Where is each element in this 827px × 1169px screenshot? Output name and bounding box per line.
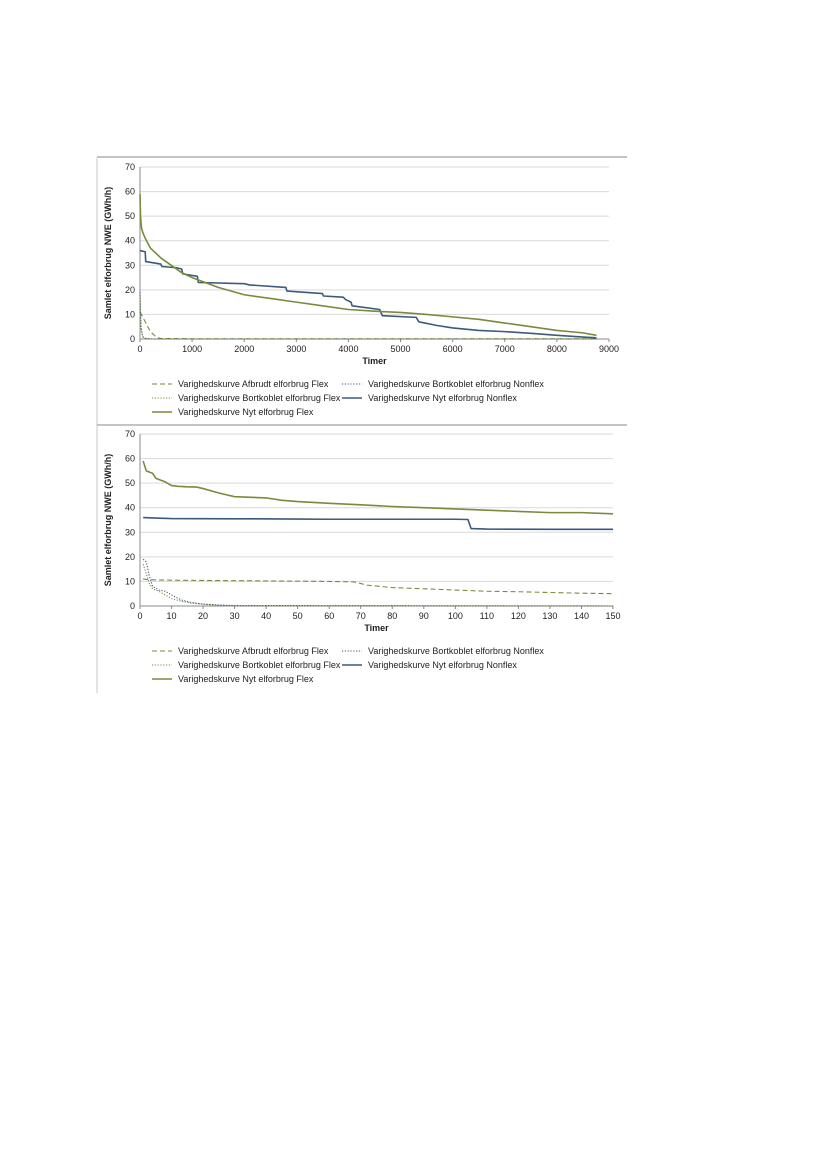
series-line <box>143 516 613 531</box>
x-tick-label: 40 <box>261 611 271 621</box>
y-tick-label: 30 <box>125 260 135 270</box>
series-line <box>139 194 597 337</box>
x-tick-label: 5000 <box>391 344 411 354</box>
duration-curve-chart-full-year: 0 10 20 30 40 50 60 70 0 1000 2000 3000 4000 5000 6000… <box>96 156 627 425</box>
legend-label: Varighedskurve Nyt elforbrug Nonflex <box>368 393 517 403</box>
y-tick-label: 50 <box>125 211 135 221</box>
y-tick-label: 70 <box>125 162 135 172</box>
legend-label: Varighedskurve Nyt elforbrug Flex <box>178 407 314 417</box>
x-tick-label: 0 <box>137 344 142 354</box>
legend-item: Varighedskurve Bortkoblet elforbrug Flex <box>152 660 341 670</box>
legend-item: Varighedskurve Bortkoblet elforbrug Flex <box>152 393 341 403</box>
y-tick-label: 40 <box>125 503 135 513</box>
series-line <box>139 311 597 340</box>
y-tick-label: 30 <box>125 527 135 537</box>
chart-panel-top: 0 10 20 30 40 50 60 70 0 1000 2000 3000 4000 5000 6000… <box>96 156 627 425</box>
legend-item: Varighedskurve Nyt elforbrug Flex <box>152 674 314 684</box>
x-tick-label: 110 <box>480 611 494 621</box>
y-tick-label: 60 <box>125 454 135 464</box>
x-tick-label: 30 <box>230 611 240 621</box>
legend-item: Varighedskurve Nyt elforbrug Nonflex <box>342 393 517 403</box>
legend-item: Varighedskurve Bortkoblet elforbrug Nonf… <box>342 646 544 656</box>
legend-item: Varighedskurve Nyt elforbrug Flex <box>152 407 314 417</box>
legend-label: Varighedskurve Bortkoblet elforbrug Flex <box>178 660 341 670</box>
y-tick-label: 20 <box>125 552 135 562</box>
x-axis-title: Timer <box>362 356 387 366</box>
series-line <box>143 578 614 595</box>
y-tick-label: 70 <box>125 429 135 439</box>
chart-panel-bottom: 0 10 20 30 40 50 60 70 0 10 20 30 40 50 60 70 80 90 100 110… <box>96 424 627 693</box>
y-tick-label: 50 <box>125 478 135 488</box>
x-axis-title: Timer <box>364 623 389 633</box>
legend-label: Varighedskurve Afbrudt elforbrug Flex <box>178 379 329 389</box>
x-tick-label: 100 <box>448 611 463 621</box>
legend-label: Varighedskurve Nyt elforbrug Flex <box>178 674 314 684</box>
x-tick-label: 6000 <box>443 344 463 354</box>
y-tick-label: 40 <box>125 236 135 246</box>
duration-curve-chart-first-150-hours: 0 10 20 30 40 50 60 70 0 10 20 30 40 50 60 70 80 90 100 110… <box>96 424 627 693</box>
x-tick-label: 10 <box>167 611 177 621</box>
y-tick-label: 10 <box>125 309 135 319</box>
x-tick-label: 140 <box>574 611 589 621</box>
y-axis-title: Samlet elforbrug NWE (GWh/h) <box>103 454 113 587</box>
legend-label: Varighedskurve Afbrudt elforbrug Flex <box>178 646 329 656</box>
legend-item: Varighedskurve Afbrudt elforbrug Flex <box>152 646 329 656</box>
x-tick-label: 60 <box>324 611 334 621</box>
legend-item: Varighedskurve Nyt elforbrug Nonflex <box>342 660 517 670</box>
series-line <box>142 460 614 515</box>
x-tick-label: 90 <box>419 611 429 621</box>
series-line <box>142 564 614 607</box>
x-tick-label: 4000 <box>338 344 358 354</box>
x-tick-label: 8000 <box>547 344 567 354</box>
x-tick-label: 130 <box>542 611 557 621</box>
y-tick-label: 60 <box>125 187 135 197</box>
legend-label: Varighedskurve Nyt elforbrug Nonflex <box>368 660 517 670</box>
x-tick-label: 120 <box>511 611 526 621</box>
y-tick-label: 0 <box>130 334 135 344</box>
series-line <box>139 292 597 340</box>
x-tick-label: 20 <box>198 611 208 621</box>
x-tick-label: 2000 <box>234 344 254 354</box>
x-tick-label: 9000 <box>599 344 619 354</box>
y-tick-label: 20 <box>125 285 135 295</box>
y-axis-title: Samlet elforbrug NWE (GWh/h) <box>103 187 113 320</box>
x-tick-label: 0 <box>137 611 142 621</box>
legend-item: Varighedskurve Afbrudt elforbrug Flex <box>152 379 329 389</box>
y-tick-label: 10 <box>125 576 135 586</box>
x-tick-label: 1000 <box>182 344 202 354</box>
y-tick-label: 0 <box>130 601 135 611</box>
legend-item: Varighedskurve Bortkoblet elforbrug Nonf… <box>342 379 544 389</box>
x-tick-label: 3000 <box>286 344 306 354</box>
legend-label: Varighedskurve Bortkoblet elforbrug Nonf… <box>368 646 544 656</box>
series-line <box>142 558 614 607</box>
legend-label: Varighedskurve Bortkoblet elforbrug Flex <box>178 393 341 403</box>
series-line <box>139 249 597 339</box>
x-tick-label: 7000 <box>495 344 515 354</box>
x-tick-label: 150 <box>605 611 620 621</box>
legend-label: Varighedskurve Bortkoblet elforbrug Nonf… <box>368 379 544 389</box>
x-tick-label: 70 <box>356 611 366 621</box>
x-tick-label: 80 <box>387 611 397 621</box>
x-tick-label: 50 <box>293 611 303 621</box>
